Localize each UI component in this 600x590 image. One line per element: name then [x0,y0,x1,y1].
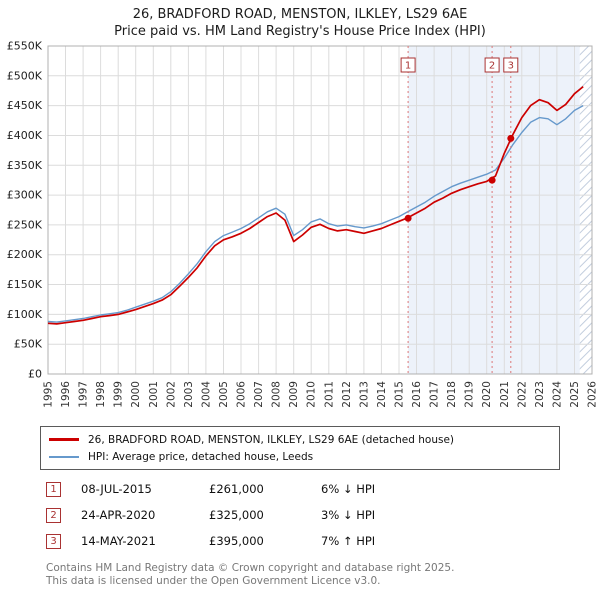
legend-label-price: 26, BRADFORD ROAD, MENSTON, ILKLEY, LS29… [88,433,455,446]
table-row: 3 14-MAY-2021 £395,000 7% ↑ HPI [46,528,600,554]
x-tick-label: 2021 [499,381,511,408]
x-tick-label: 2000 [130,381,142,408]
x-tick-label: 1997 [78,381,90,408]
x-tick-label: 2013 [358,381,370,408]
hpi-line [47,104,584,323]
txn-number-badge: 2 [46,507,61,523]
price-line-swatch [49,438,79,441]
x-tick-label: 2023 [534,381,546,408]
x-tick-label: 2012 [341,381,353,408]
txn-date: 08-JUL-2015 [81,482,152,496]
plot-border [47,45,593,375]
y-tick-label: £150K [7,278,43,291]
sale-number-label: 3 [508,61,514,72]
x-tick-label: 2009 [288,381,300,408]
txn-hpi-delta: 7% ↑ HPI [321,534,376,548]
future-hatched-region [579,46,592,374]
sale-number-label: 2 [489,61,495,72]
x-tick-label: 2008 [271,381,283,408]
x-tick-label: 2016 [411,381,423,408]
x-tick-label: 2020 [481,381,493,408]
footer-line1: Contains HM Land Registry data © Crown c… [46,562,455,574]
license-footer: Contains HM Land Registry data © Crown c… [46,562,600,588]
sale-marker [488,176,496,184]
x-tick-label: 2004 [200,381,212,408]
x-tick-label: 1999 [113,381,125,408]
ownership-shaded-region [408,46,580,374]
sale-number-box [503,57,519,73]
sale-number-box [484,57,500,73]
y-tick-label: £300K [7,189,43,202]
txn-price: £261,000 [209,482,264,496]
x-tick-label: 1998 [95,381,107,408]
table-row: 1 08-JUL-2015 £261,000 6% ↓ HPI [46,476,600,502]
x-tick-label: 2018 [446,381,458,408]
x-tick-label: 1995 [43,381,55,408]
x-tick-label: 2011 [323,381,335,408]
x-tick-label: 2015 [394,381,406,408]
sale-number-label: 1 [405,61,411,72]
price-chart: 1995 1996 1997 1998 1999 2000 2001 2002 2003 2004… [7,40,599,408]
legend-item-hpi: HPI: Average price, detached house, Leed… [49,448,551,465]
x-tick-label: 1996 [60,381,72,408]
x-tick-label: 2006 [236,381,248,408]
y-tick-label: £550K [7,40,43,53]
page-title: 26, BRADFORD ROAD, MENSTON, ILKLEY, LS29… [132,7,468,22]
y-tick-label: £350K [7,159,43,172]
y-tick-label: £0 [28,368,42,381]
sale-number-box [400,57,416,73]
sale-marker [404,214,412,222]
y-tick-label: £50K [14,338,43,351]
page-subtitle: Price paid vs. HM Land Registry's House … [114,24,486,39]
txn-date: 24-APR-2020 [81,508,156,522]
x-tick-label: 2019 [464,381,476,408]
x-tick-label: 2024 [551,381,563,408]
y-tick-label: £450K [7,99,43,112]
footer-line2: This data is licensed under the Open Gov… [46,575,381,587]
y-tick-label: £500K [7,69,43,82]
y-tick-label: £400K [7,129,43,142]
legend-item-price: 26, BRADFORD ROAD, MENSTON, ILKLEY, LS29… [49,431,551,448]
legend-label-hpi: HPI: Average price, detached house, Leed… [88,450,314,463]
x-tick-label: 2001 [148,381,160,408]
x-tick-label: 2005 [218,381,230,408]
txn-number-badge: 1 [46,481,61,497]
y-tick-label: £100K [7,308,43,321]
transaction-table: 1 08-JUL-2015 £261,000 6% ↓ HPI 2 24-APR… [46,476,600,554]
x-tick-label: 2002 [165,381,177,408]
x-tick-label: 2007 [253,381,265,408]
x-tick-label: 2017 [429,381,441,408]
y-tick-label: £250K [7,218,43,231]
y-tick-label: £200K [7,248,43,261]
x-tick-label: 2003 [183,381,195,408]
x-tick-label: 2025 [569,381,581,408]
price-paid-line [47,85,584,325]
txn-number-badge: 3 [46,533,61,549]
sale-marker [507,134,515,142]
x-tick-label: 2026 [587,381,599,408]
txn-hpi-delta: 6% ↓ HPI [321,482,376,496]
x-tick-label: 2010 [306,381,318,408]
txn-hpi-delta: 3% ↓ HPI [321,508,376,522]
table-row: 2 24-APR-2020 £325,000 3% ↓ HPI [46,502,600,528]
chart-legend: 26, BRADFORD ROAD, MENSTON, ILKLEY, LS29… [40,426,560,470]
x-tick-label: 2022 [516,381,528,408]
x-tick-label: 2014 [376,381,388,408]
txn-price: £395,000 [209,534,264,548]
txn-price: £325,000 [209,508,264,522]
txn-date: 14-MAY-2021 [81,534,156,548]
hpi-line-swatch [49,455,79,458]
